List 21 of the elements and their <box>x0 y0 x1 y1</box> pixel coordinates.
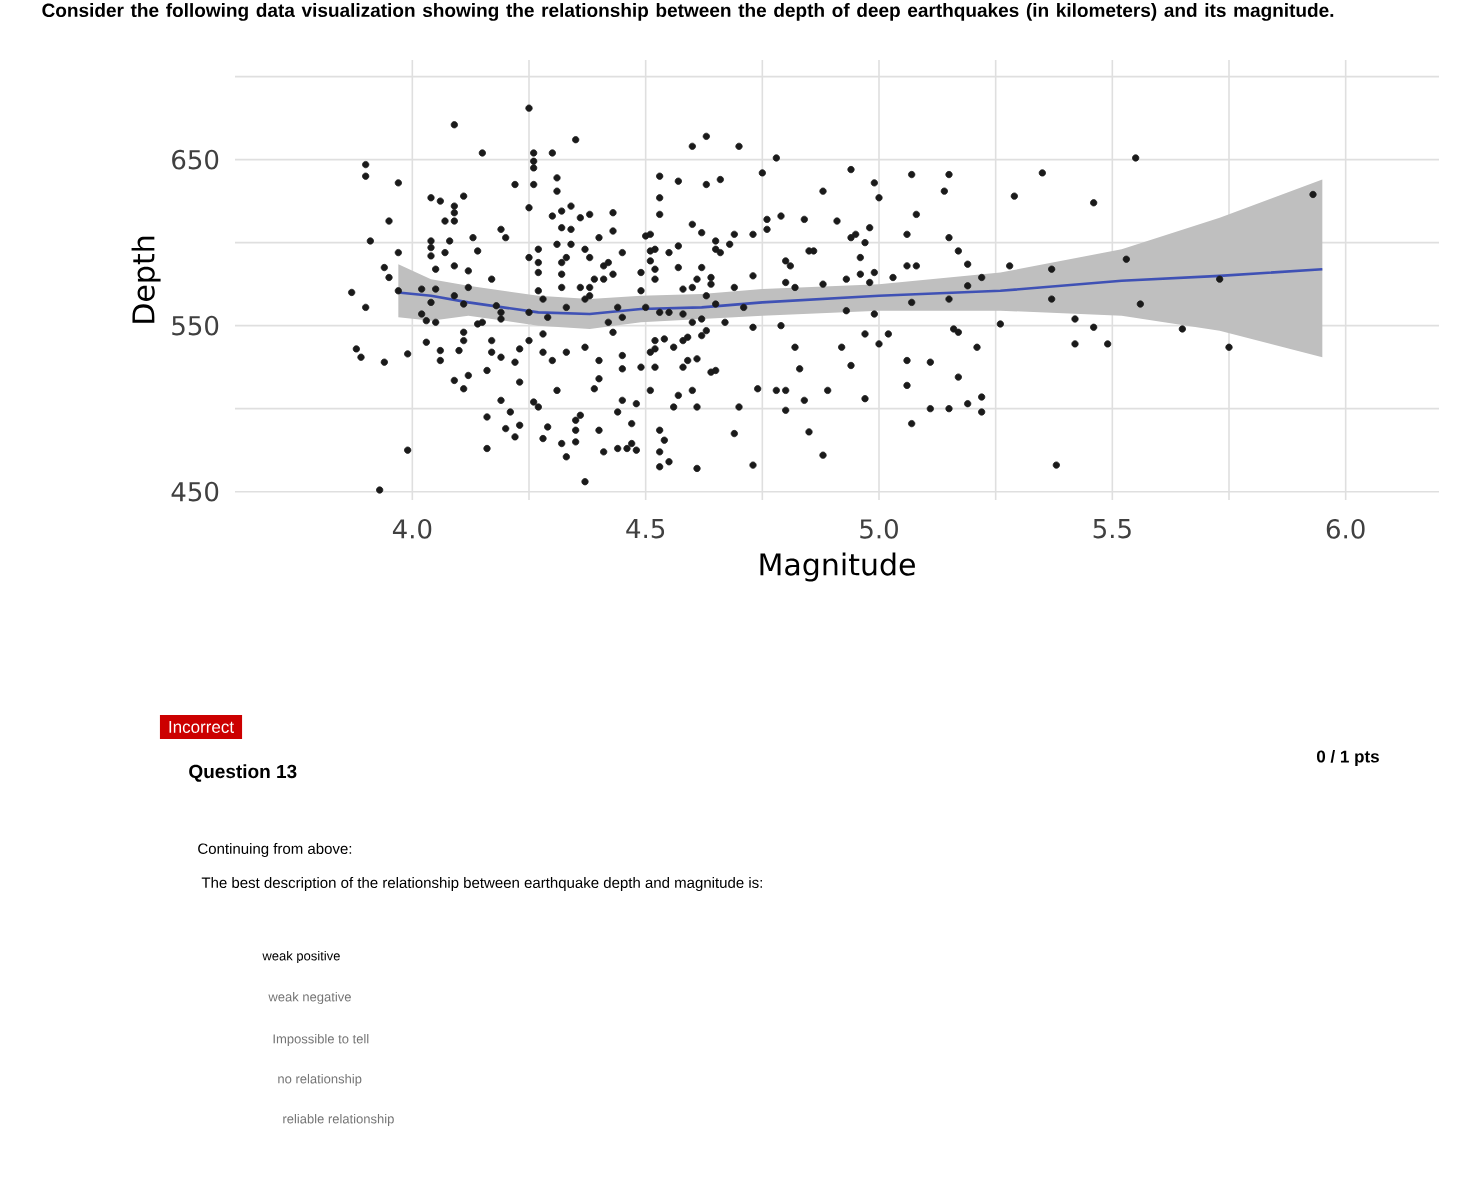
text: reliable relationship <box>283 1113 394 1127</box>
text: Continuing from above: <box>198 843 352 857</box>
y-tick-label: 650 <box>172 149 219 170</box>
y-tick-label: 550 <box>172 315 219 336</box>
y-tick-label: 450 <box>171 481 219 502</box>
text: 0 / 1 pts <box>1316 750 1379 766</box>
x-tick-label: 5.5 <box>1093 519 1131 539</box>
x-tick-label: 4.0 <box>392 519 432 539</box>
chart-title: Consider the following data visualization showing the relationship between the depth of deep earthquakes (in kilometers) and its magnitude. <box>42 3 1334 21</box>
x-axis-title: Magnitude <box>760 552 915 582</box>
x-tick-label: 4.5 <box>626 519 665 539</box>
text: no relationship <box>278 1073 362 1087</box>
text: Question 13 <box>189 764 297 782</box>
text: weak positive <box>262 950 340 964</box>
text: Incorrect <box>169 721 234 733</box>
y-axis-title: Depth <box>131 236 161 323</box>
text: Impossible to tell <box>273 1033 369 1047</box>
x-tick-label: 5.0 <box>860 519 898 539</box>
x-tick-label: 6.0 <box>1326 519 1365 539</box>
text: The best description of the relationship between earthquake depth and magnitude is: <box>201 877 762 891</box>
text: weak negative <box>268 991 351 1005</box>
